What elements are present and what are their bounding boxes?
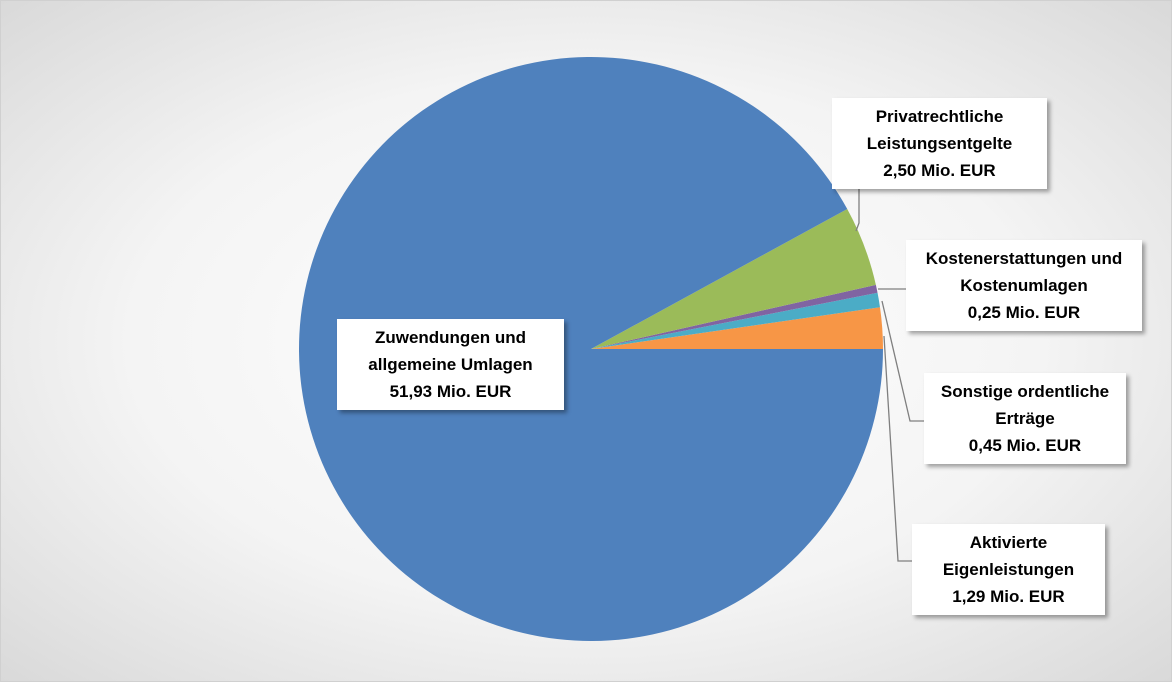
category-label: Zuwendungen und allgemeine Umlagen	[368, 328, 533, 374]
category-label: Kostenerstattungen und Kostenumlagen	[925, 249, 1123, 295]
value-label: 2,50 Mio. EUR	[883, 161, 996, 180]
value-label: 1,29 Mio. EUR	[952, 587, 1065, 606]
data-label: Kostenerstattungen und Kostenumlagen 0,2…	[906, 240, 1142, 331]
pie-slice	[591, 292, 880, 349]
pie-slice	[298, 56, 883, 641]
pie-slice	[591, 209, 876, 349]
category-label: Sonstige ordentliche Erträge	[940, 382, 1110, 428]
category-label: Aktivierte Eigenleistungen	[942, 533, 1075, 579]
data-label: Zuwendungen und allgemeine Umlagen 51,93…	[337, 319, 564, 410]
pie-slice	[591, 284, 878, 349]
leader-line	[883, 335, 912, 562]
value-label: 51,93 Mio. EUR	[389, 382, 512, 401]
category-label: Privatrechtliche Leistungsentgelte	[866, 107, 1013, 153]
leader-line	[881, 300, 924, 422]
value-label: 0,25 Mio. EUR	[967, 303, 1081, 322]
leader-line	[855, 181, 860, 232]
data-label: Sonstige ordentliche Erträge 0,45 Mio. E…	[924, 373, 1126, 464]
pie-slice	[591, 307, 883, 349]
data-label: Privatrechtliche Leistungsentgelte 2,50 …	[832, 98, 1047, 189]
data-label: Aktivierte Eigenleistungen 1,29 Mio. EUR	[912, 524, 1105, 615]
value-label: 0,45 Mio. EUR	[968, 436, 1082, 455]
